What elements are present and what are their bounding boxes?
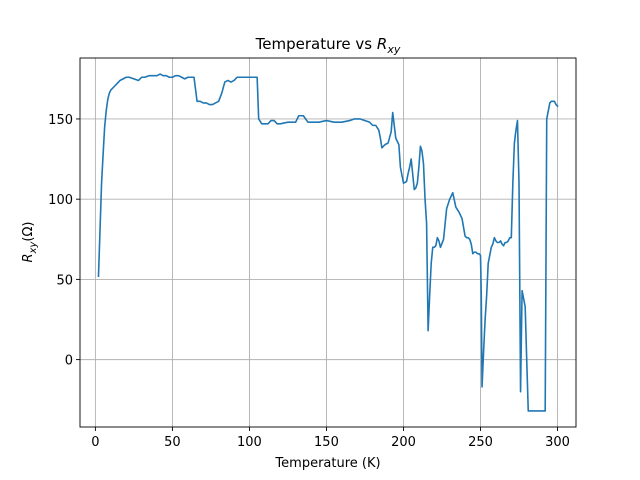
x-axis-label: Temperature (K) (274, 456, 380, 471)
y-tick-label: 0 (65, 354, 73, 369)
x-tick-label: 0 (91, 435, 99, 450)
y-tick-label: 100 (48, 193, 73, 208)
chart-title: Temperature vs Rxy (255, 35, 401, 56)
y-axis-label-subscript: xy (28, 241, 39, 255)
x-tick-label: 250 (468, 435, 493, 450)
y-tick-label: 50 (56, 273, 73, 288)
plot-area (97, 73, 559, 412)
axes-frame (79, 57, 577, 428)
x-tick-label: 50 (164, 435, 181, 450)
grid-lines (80, 58, 576, 427)
data-series-line (97, 73, 559, 412)
x-tick-label: 300 (545, 435, 570, 450)
y-axis-label-symbol: R (21, 253, 36, 262)
chart-title-text: Temperature vs (255, 35, 377, 53)
x-tick-label: 200 (391, 435, 416, 450)
axis-ticks: 0 50 100 150 200 250 300 0 50 100 150 (48, 113, 570, 450)
y-axis-label-unit: (Ω) (21, 222, 36, 242)
chart-title-subscript: xy (386, 43, 401, 56)
x-tick-label: 150 (314, 435, 339, 450)
y-axis-label: Rxy(Ω) (21, 222, 39, 263)
x-tick-label: 100 (237, 435, 262, 450)
chart-title-symbol: R (377, 35, 387, 53)
y-tick-label: 150 (48, 113, 73, 128)
